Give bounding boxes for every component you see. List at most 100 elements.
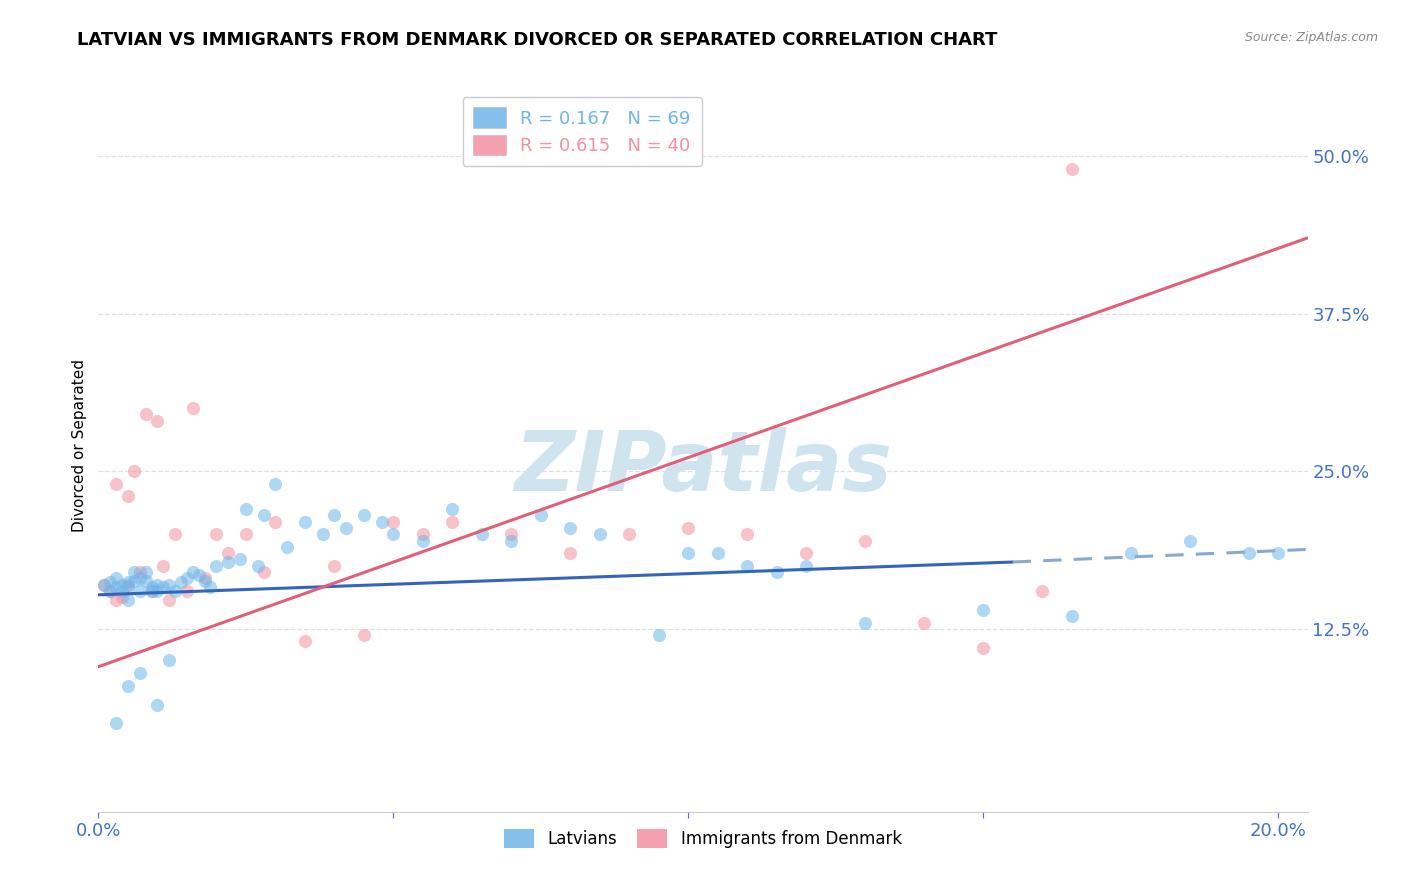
Point: [252, 508, 274, 523]
Point: [122, 464, 145, 478]
Point: [229, 552, 252, 566]
Point: [353, 508, 375, 523]
Point: [194, 571, 217, 585]
Point: [181, 401, 204, 416]
Legend: Latvians, Immigrants from Denmark: Latvians, Immigrants from Denmark: [498, 822, 908, 855]
Point: [501, 533, 523, 548]
Point: [1178, 533, 1201, 548]
Point: [146, 584, 169, 599]
Point: [264, 476, 287, 491]
Point: [111, 584, 134, 599]
Point: [128, 571, 150, 585]
Point: [530, 508, 553, 523]
Point: [93, 578, 115, 592]
Text: LATVIAN VS IMMIGRANTS FROM DENMARK DIVORCED OR SEPARATED CORRELATION CHART: LATVIAN VS IMMIGRANTS FROM DENMARK DIVOR…: [77, 31, 998, 49]
Point: [157, 578, 180, 592]
Point: [501, 527, 523, 541]
Point: [157, 653, 180, 667]
Point: [93, 578, 115, 592]
Point: [122, 565, 145, 579]
Point: [412, 533, 434, 548]
Point: [311, 527, 333, 541]
Point: [117, 490, 139, 504]
Point: [152, 558, 174, 573]
Point: [294, 515, 316, 529]
Point: [678, 546, 700, 560]
Point: [98, 584, 121, 599]
Point: [264, 515, 287, 529]
Point: [560, 521, 582, 535]
Point: [678, 521, 700, 535]
Point: [235, 502, 257, 516]
Point: [1060, 609, 1083, 624]
Point: [441, 515, 464, 529]
Point: [165, 527, 187, 541]
Point: [105, 580, 128, 594]
Point: [323, 508, 346, 523]
Point: [122, 574, 145, 588]
Point: [141, 584, 163, 599]
Point: [135, 574, 157, 588]
Point: [276, 540, 298, 554]
Text: ZIPatlas: ZIPatlas: [515, 427, 891, 508]
Point: [323, 558, 346, 573]
Point: [157, 592, 180, 607]
Point: [246, 558, 269, 573]
Point: [146, 578, 169, 592]
Point: [194, 574, 217, 588]
Point: [589, 527, 612, 541]
Point: [794, 546, 817, 560]
Point: [152, 580, 174, 594]
Point: [1031, 584, 1053, 599]
Point: [141, 584, 163, 599]
Point: [972, 603, 994, 617]
Point: [706, 546, 728, 560]
Point: [794, 558, 817, 573]
Point: [146, 698, 169, 712]
Point: [111, 591, 134, 605]
Point: [648, 628, 671, 642]
Point: [353, 628, 375, 642]
Point: [117, 592, 139, 607]
Point: [1060, 161, 1083, 176]
Point: [441, 502, 464, 516]
Point: [972, 640, 994, 655]
Point: [181, 565, 204, 579]
Point: [382, 527, 405, 541]
Point: [1237, 546, 1260, 560]
Point: [619, 527, 641, 541]
Point: [187, 567, 209, 582]
Point: [335, 521, 357, 535]
Point: [105, 716, 128, 731]
Point: [128, 665, 150, 680]
Point: [176, 584, 198, 599]
Point: [105, 476, 128, 491]
Point: [853, 615, 876, 630]
Point: [205, 527, 228, 541]
Point: [176, 571, 198, 585]
Point: [412, 527, 434, 541]
Point: [1119, 546, 1142, 560]
Point: [170, 575, 193, 590]
Point: [205, 558, 228, 573]
Point: [128, 584, 150, 599]
Point: [117, 580, 139, 594]
Point: [98, 575, 121, 590]
Point: [382, 515, 405, 529]
Point: [735, 527, 758, 541]
Point: [165, 584, 187, 599]
Point: [735, 558, 758, 573]
Point: [217, 555, 239, 569]
Point: [217, 546, 239, 560]
Point: [117, 575, 139, 590]
Point: [252, 565, 274, 579]
Point: [117, 578, 139, 592]
Point: [200, 580, 222, 594]
Point: [560, 546, 582, 560]
Point: [853, 533, 876, 548]
Point: [117, 679, 139, 693]
Text: Source: ZipAtlas.com: Source: ZipAtlas.com: [1244, 31, 1378, 45]
Point: [1267, 546, 1289, 560]
Point: [146, 414, 169, 428]
Y-axis label: Divorced or Separated: Divorced or Separated: [72, 359, 87, 533]
